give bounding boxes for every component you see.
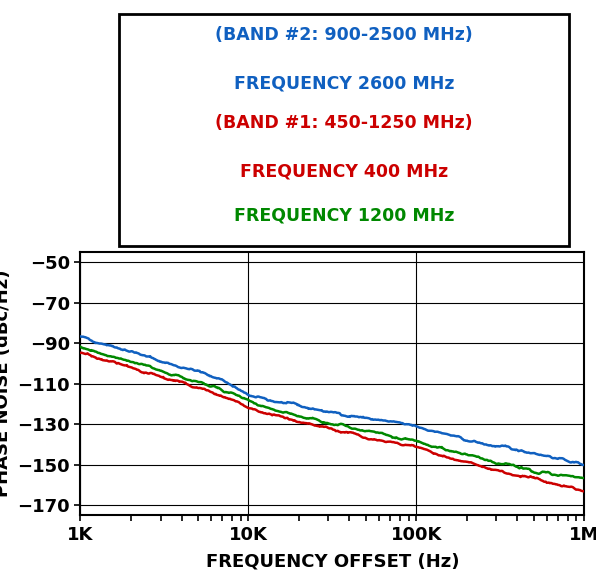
Text: (BAND #2: 900-2500 MHz): (BAND #2: 900-2500 MHz) — [215, 26, 473, 44]
X-axis label: FREQUENCY OFFSET (Hz): FREQUENCY OFFSET (Hz) — [206, 552, 459, 570]
Text: FREQUENCY 400 MHz: FREQUENCY 400 MHz — [240, 163, 448, 181]
Text: FREQUENCY 1200 MHz: FREQUENCY 1200 MHz — [234, 207, 454, 225]
Y-axis label: PHASE NOISE (dBc/Hz): PHASE NOISE (dBc/Hz) — [0, 270, 12, 497]
FancyBboxPatch shape — [119, 14, 569, 246]
Text: FREQUENCY 2600 MHz: FREQUENCY 2600 MHz — [234, 75, 454, 93]
Text: (BAND #1: 450-1250 MHz): (BAND #1: 450-1250 MHz) — [215, 114, 473, 132]
